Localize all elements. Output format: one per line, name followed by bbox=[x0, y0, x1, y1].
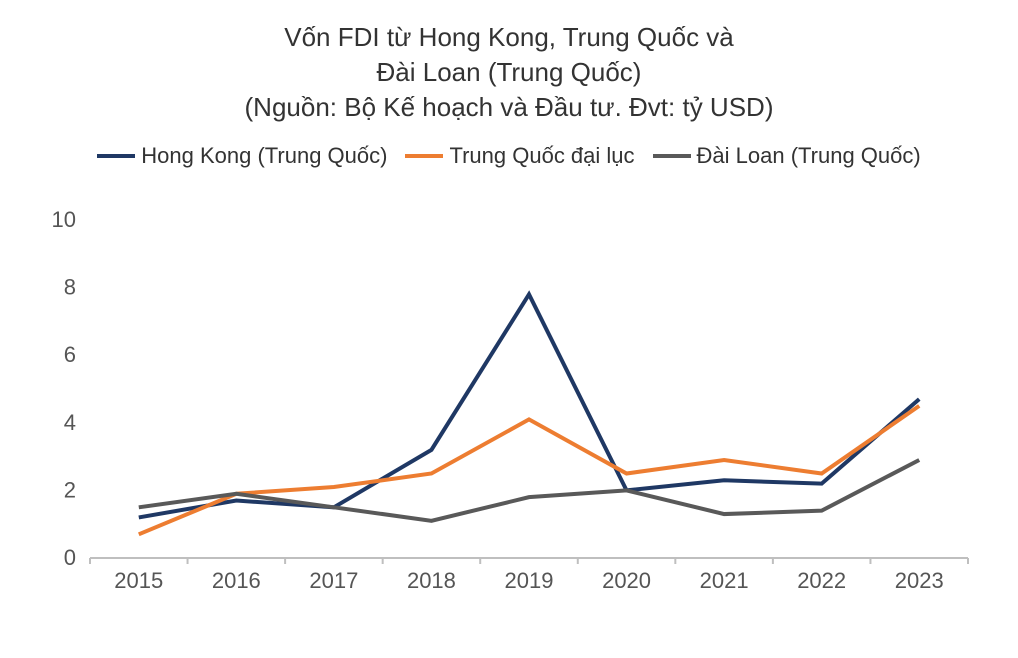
y-tick-label: 2 bbox=[64, 477, 76, 502]
legend-item-hongkong: Hong Kong (Trung Quốc) bbox=[97, 143, 387, 169]
y-tick-label: 0 bbox=[64, 545, 76, 570]
x-tick-label: 2016 bbox=[212, 568, 261, 593]
series-line bbox=[139, 294, 919, 517]
legend-label-hongkong: Hong Kong (Trung Quốc) bbox=[141, 143, 387, 169]
y-axis: 0 2 4 6 8 10 bbox=[52, 207, 76, 570]
legend-item-taiwan: Đài Loan (Trung Quốc) bbox=[653, 143, 921, 169]
x-tick-label: 2018 bbox=[407, 568, 456, 593]
legend-label-mainland: Trung Quốc đại lục bbox=[449, 143, 634, 169]
title-line-3: (Nguồn: Bộ Kế hoạch và Đầu tư. Đvt: tỷ U… bbox=[0, 90, 1018, 125]
title-line-2: Đài Loan (Trung Quốc) bbox=[0, 55, 1018, 90]
legend: Hong Kong (Trung Quốc) Trung Quốc đại lụ… bbox=[0, 143, 1018, 169]
legend-label-taiwan: Đài Loan (Trung Quốc) bbox=[697, 143, 921, 169]
x-tick-label: 2022 bbox=[797, 568, 846, 593]
title-line-1: Vốn FDI từ Hong Kong, Trung Quốc và bbox=[0, 20, 1018, 55]
legend-item-mainland: Trung Quốc đại lục bbox=[405, 143, 634, 169]
chart-title: Vốn FDI từ Hong Kong, Trung Quốc và Đài … bbox=[0, 0, 1018, 125]
y-tick-label: 10 bbox=[52, 207, 76, 232]
chart-container: { "chart": { "type": "line", "title_line… bbox=[0, 0, 1018, 658]
x-tick-label: 2020 bbox=[602, 568, 651, 593]
legend-swatch-hongkong bbox=[97, 154, 135, 158]
y-tick-label: 6 bbox=[64, 342, 76, 367]
plot-area: 0246810 20152016201720182019202020212022… bbox=[70, 210, 978, 598]
y-tick-label: 4 bbox=[64, 410, 76, 435]
legend-swatch-mainland bbox=[405, 154, 443, 158]
series-line bbox=[139, 406, 919, 534]
x-tick-label: 2023 bbox=[895, 568, 944, 593]
series-group bbox=[139, 294, 919, 534]
chart-svg: 0246810 20152016201720182019202020212022… bbox=[70, 210, 978, 598]
x-tick-label: 2019 bbox=[505, 568, 554, 593]
x-axis: 2015 2016 2017 2018 2019 2020 2021 2022 2023 bbox=[90, 558, 968, 593]
legend-swatch-taiwan bbox=[653, 154, 691, 158]
x-tick-label: 2021 bbox=[700, 568, 749, 593]
x-tick-label: 2015 bbox=[114, 568, 163, 593]
y-tick-label: 8 bbox=[64, 275, 76, 300]
x-tick-label: 2017 bbox=[309, 568, 358, 593]
